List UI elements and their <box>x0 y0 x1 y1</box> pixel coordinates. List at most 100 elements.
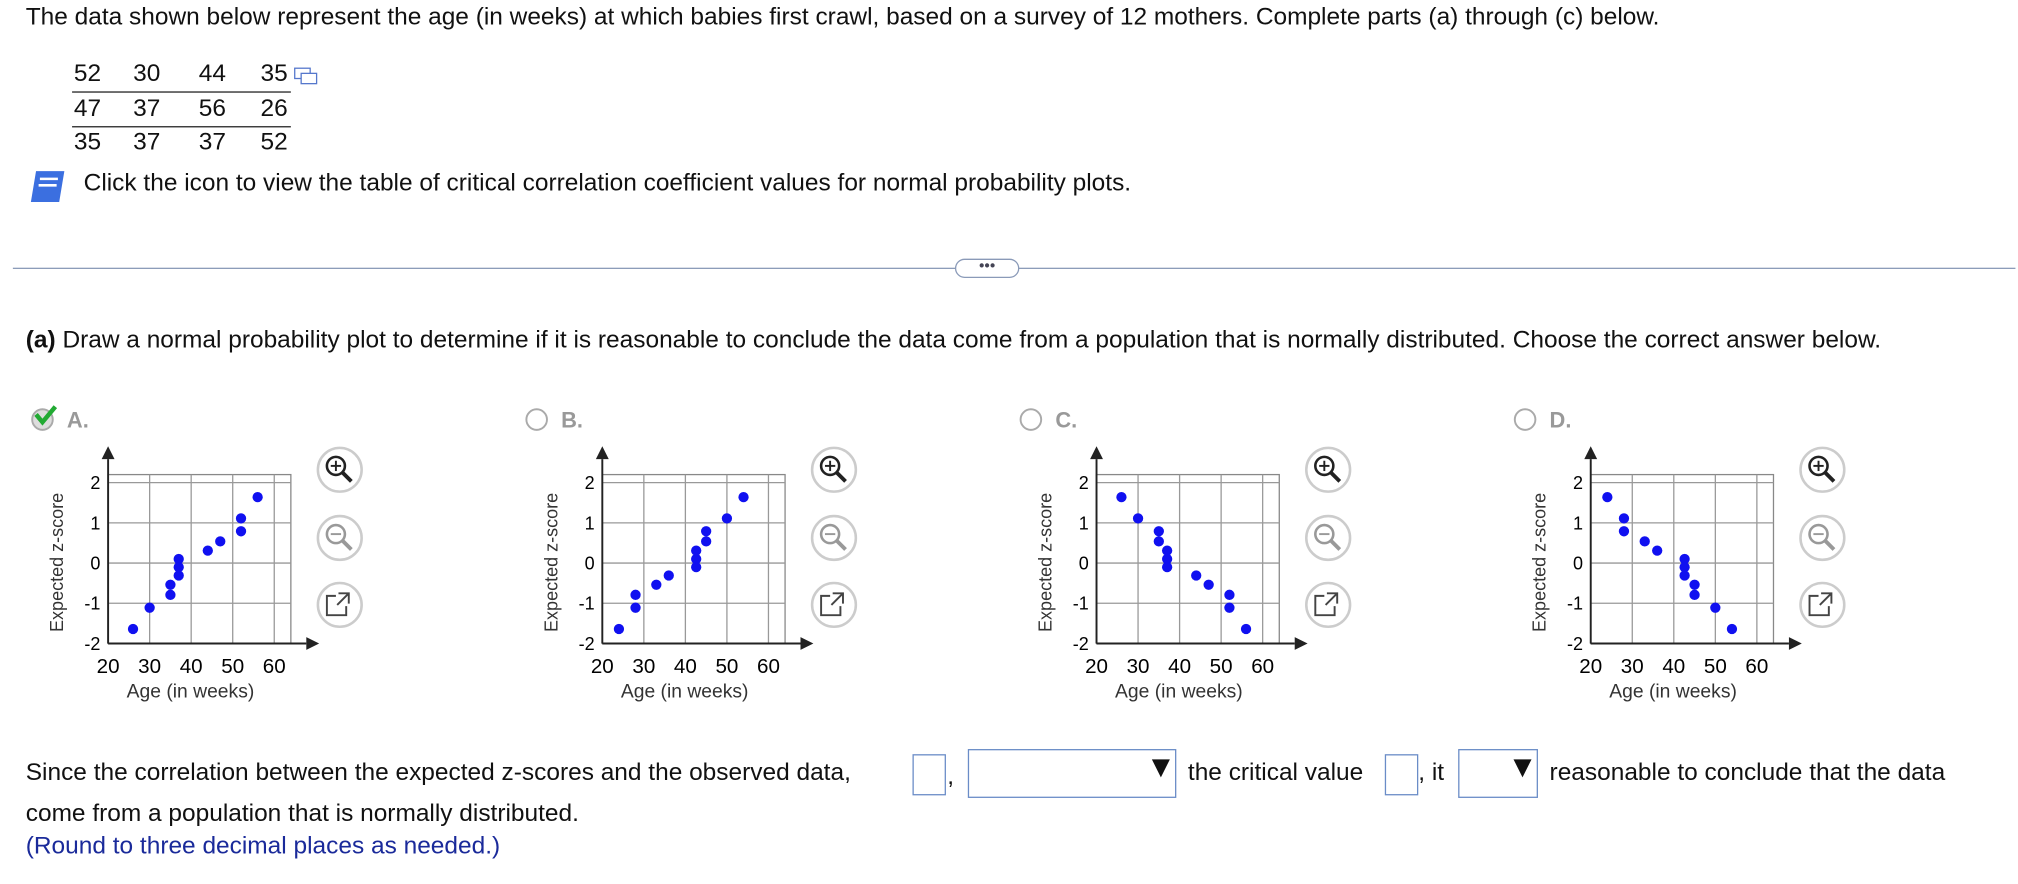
zoom-in[interactable] <box>316 446 363 493</box>
x-tick-label: 30 <box>138 655 161 678</box>
radio[interactable] <box>1019 408 1043 431</box>
icon-glyph <box>819 523 841 545</box>
data-point <box>1679 570 1690 581</box>
icon-glyph <box>1808 523 1829 545</box>
data-point <box>165 589 176 600</box>
x-tick-label: 50 <box>1704 655 1727 678</box>
data-point <box>630 602 641 613</box>
plot-frame <box>107 473 292 645</box>
copy-icon[interactable] <box>293 67 319 88</box>
question: The data shown below represent the age (… <box>25 3 1660 31</box>
zoom-in[interactable] <box>810 446 858 493</box>
open-window[interactable] <box>1305 581 1352 629</box>
zoom-in[interactable] <box>1799 446 1846 493</box>
data-point <box>613 623 625 635</box>
data-point <box>1203 579 1214 590</box>
data-point <box>691 545 702 556</box>
table-rule <box>72 126 291 128</box>
zoom-out[interactable] <box>1305 514 1352 562</box>
icon-glyph <box>1823 470 1836 483</box>
icon-glyph <box>819 455 841 477</box>
icon-glyph <box>325 592 350 617</box>
x-tick-label: 20 <box>591 655 614 678</box>
table-cell: 37 <box>198 128 226 156</box>
x-tick-label: 30 <box>632 655 655 678</box>
data-point <box>173 561 184 573</box>
open-window[interactable] <box>1799 581 1846 629</box>
comparison-dropdown[interactable] <box>967 749 1177 798</box>
zoom-out[interactable] <box>1799 514 1846 562</box>
data-point <box>721 513 733 524</box>
icon-glyph <box>1314 592 1339 617</box>
data-point <box>1161 553 1173 565</box>
x-tick-label: 40 <box>180 655 203 678</box>
table-cell: 26 <box>260 95 288 123</box>
y-tick-label: 1 <box>585 513 595 533</box>
open-window[interactable] <box>810 581 858 629</box>
data-point <box>1689 579 1700 590</box>
data-point <box>1679 561 1690 573</box>
zoom-out[interactable] <box>810 514 858 562</box>
data-point <box>1726 623 1738 635</box>
radio[interactable] <box>1513 408 1537 431</box>
icon-glyph <box>1314 455 1335 477</box>
icon-glyph <box>1329 470 1342 483</box>
data-point <box>1132 513 1144 524</box>
table-cell: 44 <box>198 60 226 88</box>
zoom-out[interactable] <box>316 514 363 562</box>
y-tick-label: -2 <box>579 634 595 654</box>
data-point <box>127 623 139 635</box>
y-tick-label: -2 <box>1073 634 1089 654</box>
table-rule <box>72 91 291 93</box>
table-cell: 47 <box>73 95 102 123</box>
data-point <box>1224 602 1235 613</box>
x-tick-label: 40 <box>674 655 697 678</box>
x-tick-label: 50 <box>1210 655 1233 678</box>
axis-arrow <box>1090 446 1103 460</box>
hint: (Round to three decimal places as needed… <box>25 832 501 860</box>
y-tick-label: -2 <box>84 634 100 654</box>
y-tick-label: -1 <box>1073 594 1089 614</box>
data-point <box>252 491 263 503</box>
conclusion-dropdown[interactable] <box>1458 749 1538 798</box>
y-tick-label: 0 <box>90 553 100 573</box>
answer-text: reasonable to conclude that the data <box>1549 759 1946 787</box>
data-point <box>1153 526 1164 537</box>
y-tick-label: 2 <box>1573 473 1583 493</box>
y-tick-label: -1 <box>579 594 595 614</box>
y-axis-label: Expected z-score <box>541 493 561 632</box>
data-point <box>1710 602 1721 613</box>
table-cell: 35 <box>73 128 102 156</box>
y-tick-label: 2 <box>90 473 100 493</box>
option-label: D. <box>1550 407 1572 432</box>
table-cell: 30 <box>133 60 161 88</box>
radio[interactable] <box>525 408 548 431</box>
axis-arrow <box>1584 446 1598 460</box>
data-point <box>1618 513 1630 524</box>
answer-text: come from a population that is normally … <box>25 800 579 828</box>
zoom-in[interactable] <box>1305 446 1352 493</box>
x-tick-label: 30 <box>1621 655 1644 678</box>
answer-text: the critical value <box>1187 759 1364 787</box>
icon-glyph <box>1823 539 1836 551</box>
y-tick-label: 1 <box>90 513 100 533</box>
icon-text[interactable]: Click the icon to view the table of crit… <box>83 169 1132 197</box>
option-label: A. <box>67 407 89 432</box>
critical-value-input[interactable] <box>1384 754 1419 796</box>
table-cell: 37 <box>133 95 161 123</box>
expand-button[interactable]: ••• <box>954 257 1020 278</box>
book-icon[interactable] <box>28 167 69 206</box>
y-axis-label: Expected z-score <box>1530 493 1550 632</box>
open-window[interactable] <box>316 581 363 629</box>
table-cell: 52 <box>260 128 288 156</box>
axis-arrow <box>306 637 320 650</box>
y-tick-label: 2 <box>585 473 595 493</box>
data-point <box>1639 536 1650 547</box>
x-tick-label: 50 <box>715 655 738 678</box>
correlation-input[interactable] <box>912 754 946 796</box>
x-axis-label: Age (in weeks) <box>1115 682 1243 703</box>
icon-glyph <box>1808 455 1829 477</box>
data-point <box>1161 561 1173 573</box>
